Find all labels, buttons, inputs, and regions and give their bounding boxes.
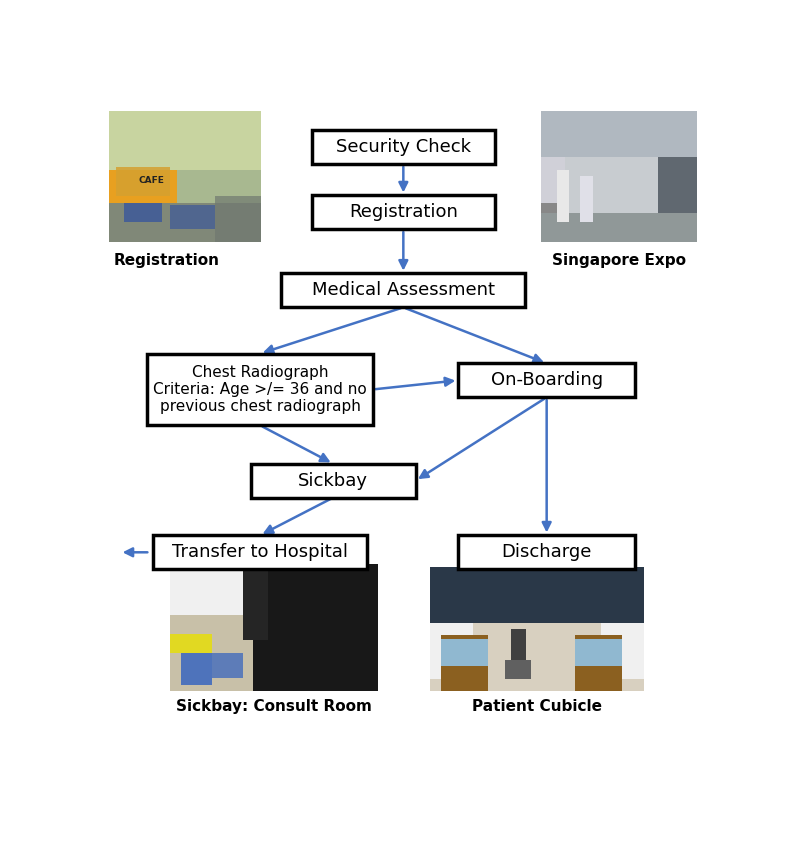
Bar: [575, 639, 623, 667]
FancyBboxPatch shape: [147, 354, 373, 426]
Bar: [430, 623, 473, 678]
Bar: [170, 615, 253, 691]
Bar: [580, 177, 593, 222]
Text: Registration: Registration: [113, 253, 220, 267]
FancyBboxPatch shape: [312, 195, 495, 229]
Text: Singapore Expo: Singapore Expo: [552, 253, 686, 267]
FancyBboxPatch shape: [282, 273, 526, 307]
Text: On-Boarding: On-Boarding: [490, 371, 603, 389]
Bar: [109, 203, 261, 242]
Text: Chest Radiograph
Criteria: Age >/= 36 and no
previous chest radiograph: Chest Radiograph Criteria: Age >/= 36 an…: [153, 365, 367, 415]
Bar: [564, 157, 658, 216]
Bar: [170, 206, 216, 229]
Bar: [243, 564, 268, 640]
Text: Medical Assessment: Medical Assessment: [312, 282, 495, 299]
Bar: [541, 157, 564, 203]
FancyBboxPatch shape: [458, 364, 635, 398]
Bar: [601, 623, 644, 678]
Bar: [430, 568, 644, 691]
Text: Discharge: Discharge: [501, 543, 592, 561]
FancyBboxPatch shape: [153, 536, 367, 569]
Bar: [441, 639, 488, 667]
Bar: [181, 653, 212, 684]
Text: Registration: Registration: [349, 203, 458, 222]
Bar: [512, 629, 527, 660]
Bar: [541, 111, 696, 157]
Bar: [109, 111, 261, 170]
Bar: [124, 203, 162, 222]
Text: Transfer to Hospital: Transfer to Hospital: [172, 543, 348, 561]
Bar: [170, 634, 212, 653]
Text: Security Check: Security Check: [336, 138, 471, 157]
Bar: [541, 111, 696, 242]
Bar: [253, 564, 378, 691]
Bar: [109, 170, 177, 203]
Bar: [170, 564, 253, 615]
Bar: [216, 196, 261, 242]
Bar: [658, 157, 696, 222]
Text: CAFE: CAFE: [139, 176, 164, 185]
FancyBboxPatch shape: [251, 464, 416, 497]
FancyBboxPatch shape: [458, 536, 635, 569]
Text: Patient Cubicle: Patient Cubicle: [472, 699, 602, 714]
Bar: [212, 653, 243, 678]
Bar: [505, 660, 530, 678]
Bar: [430, 623, 644, 691]
FancyBboxPatch shape: [312, 130, 495, 164]
Bar: [109, 111, 261, 242]
Bar: [170, 564, 378, 691]
Bar: [556, 170, 569, 222]
Bar: [541, 213, 696, 242]
Bar: [430, 568, 644, 623]
Bar: [116, 168, 170, 196]
Text: Sickbay: Consult Room: Sickbay: Consult Room: [176, 699, 372, 714]
Bar: [575, 635, 623, 691]
Text: Sickbay: Sickbay: [298, 472, 368, 490]
Bar: [441, 635, 488, 691]
